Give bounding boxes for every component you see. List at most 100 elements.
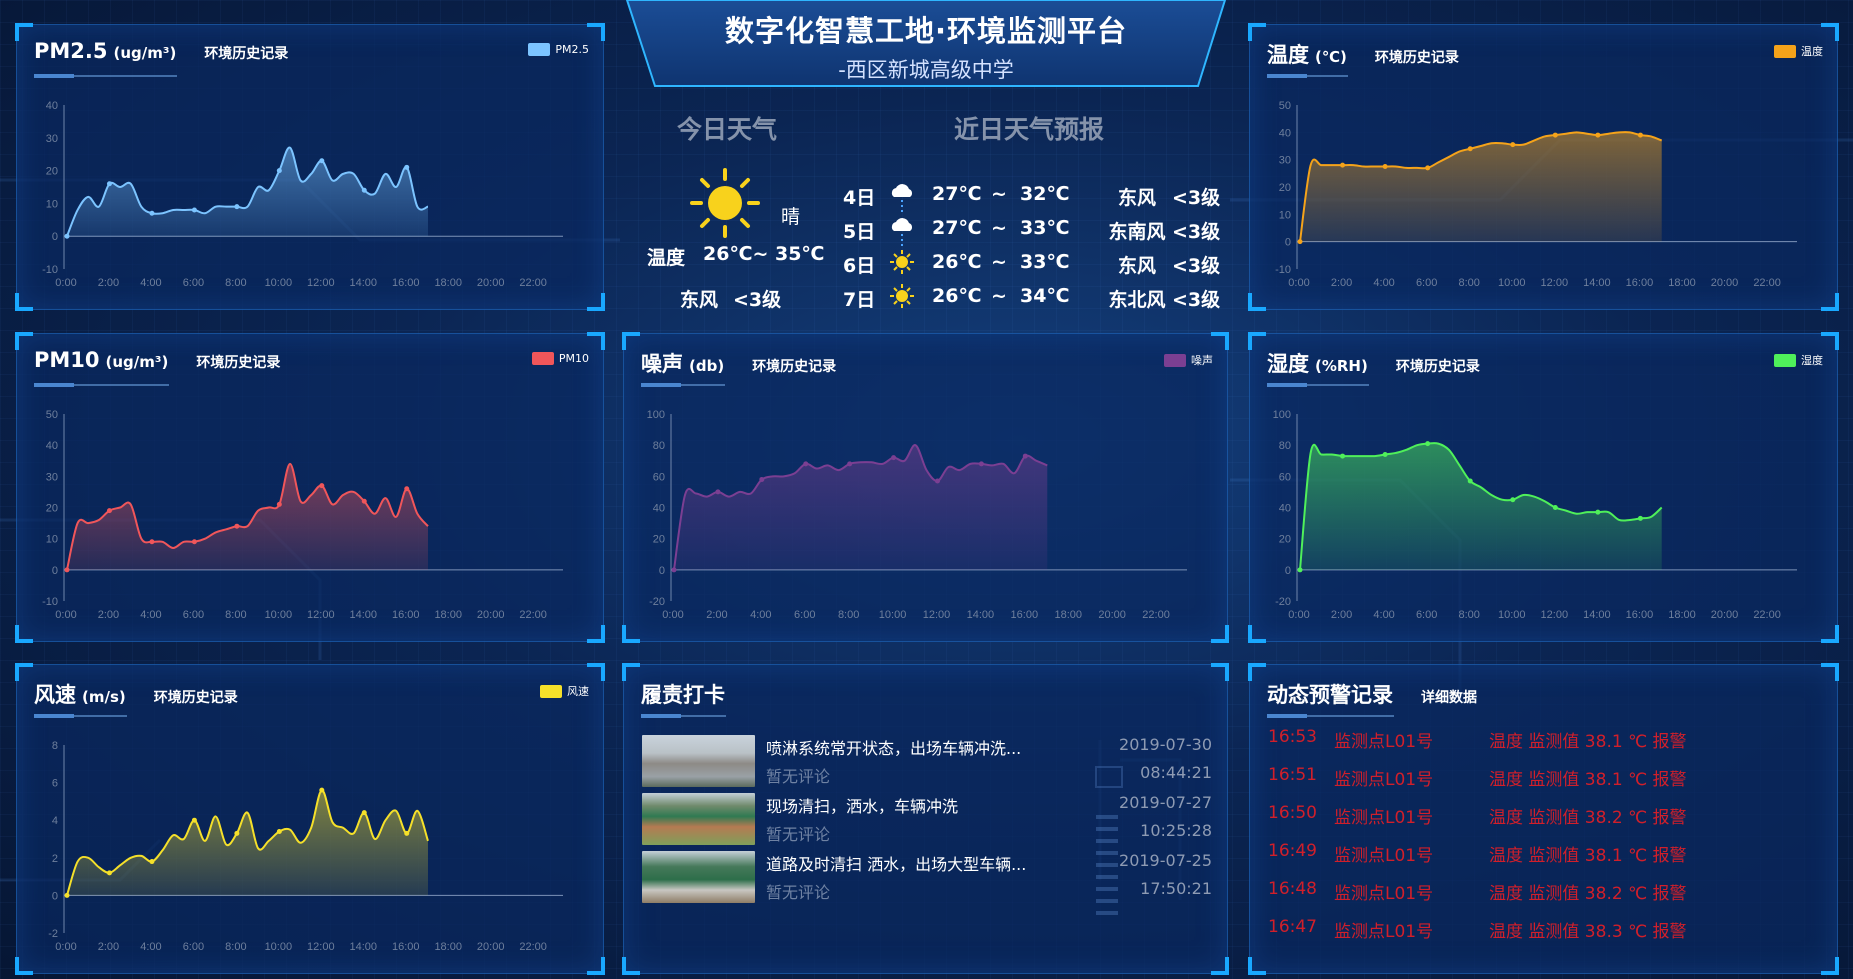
data-point[interactable] [759, 476, 765, 482]
legend[interactable]: 风速 [540, 683, 589, 699]
history-record-link[interactable]: 环境历史记录 [1374, 50, 1459, 66]
data-point[interactable] [149, 210, 155, 216]
data-point[interactable] [234, 204, 240, 210]
data-point[interactable] [149, 859, 155, 865]
data-point[interactable] [1340, 453, 1346, 459]
y-tick-label: 60 [1279, 471, 1291, 483]
x-tick-label: 16:00 [1011, 609, 1039, 621]
x-tick-label: 4:00 [140, 277, 161, 289]
x-tick-label: 0:00 [55, 941, 76, 953]
sun-icon [889, 283, 915, 314]
data-point[interactable] [361, 810, 367, 816]
data-point[interactable] [1297, 567, 1303, 573]
checkin-item[interactable]: 道路及时清扫 洒水，出场大型车辆... 暂无评论 2019-07-25 17:5… [642, 851, 1212, 907]
checkin-item[interactable]: 现场清扫，洒水，车辆冲洗 暂无评论 2019-07-27 10:25:28 [642, 793, 1212, 849]
checkin-title-text: 现场清扫，洒水，车辆冲洗 [766, 797, 959, 816]
legend[interactable]: 噪声 [1164, 352, 1213, 368]
panel-unit: (ug/m³) [113, 44, 177, 62]
x-tick-label: 22:00 [519, 277, 547, 289]
data-point[interactable] [1467, 478, 1473, 484]
chart-hum: 100 80 60 40 20 0 -200:00 2:00 4:00 6:00 8:00 10:00… [1273, 409, 1797, 621]
history-record-link[interactable]: 环境历史记录 [1395, 359, 1480, 375]
data-point[interactable] [234, 830, 240, 836]
checkin-title-text: 喷淋系统常开状态，出场车辆冲洗... [766, 739, 1022, 758]
data-point[interactable] [64, 233, 70, 239]
data-point[interactable] [891, 455, 897, 461]
data-point[interactable] [1510, 142, 1516, 148]
history-record-link[interactable]: 环境历史记录 [204, 46, 289, 62]
data-point[interactable] [404, 486, 410, 492]
legend-label: PM2.5 [555, 43, 589, 56]
data-point[interactable] [319, 158, 325, 164]
data-point[interactable] [64, 567, 70, 573]
data-point[interactable] [1022, 453, 1028, 459]
data-point[interactable] [1510, 497, 1516, 503]
history-record-link[interactable]: 环境历史记录 [196, 355, 281, 371]
checkin-photo[interactable] [642, 735, 755, 787]
data-point[interactable] [1425, 441, 1431, 447]
data-point[interactable] [1382, 164, 1388, 169]
history-record-link[interactable]: 环境历史记录 [752, 359, 837, 375]
data-point[interactable] [1297, 239, 1303, 245]
data-point[interactable] [361, 498, 367, 504]
alarm-row: 16:48 监测点L01号 温度 监测值 38.2 ℃ 报警 [1268, 879, 1808, 904]
data-point[interactable] [803, 461, 809, 467]
data-point[interactable] [319, 483, 325, 489]
legend[interactable]: PM2.5 [528, 43, 589, 56]
title-underline [641, 383, 726, 387]
data-point[interactable] [404, 164, 410, 170]
data-point[interactable] [1552, 505, 1558, 510]
data-point[interactable] [847, 461, 853, 467]
data-point[interactable] [1340, 162, 1346, 168]
data-point[interactable] [191, 207, 197, 213]
data-point[interactable] [276, 501, 282, 507]
checkin-panel: 履责打卡 喷淋系统常开状态，出场车辆冲洗... 暂无评论 2019-07-30 … [622, 663, 1229, 975]
legend[interactable]: 温度 [1774, 43, 1823, 59]
alarm-message: 温度 监测值 38.1 ℃ 报警 [1489, 770, 1687, 790]
checkin-photo[interactable] [642, 793, 755, 845]
data-point[interactable] [1595, 509, 1601, 515]
data-point[interactable] [934, 478, 940, 484]
x-tick-label: 0:00 [662, 609, 683, 621]
data-point[interactable] [671, 567, 677, 573]
alarm-row: 16:51 监测点L01号 温度 监测值 38.1 ℃ 报警 [1268, 765, 1808, 790]
data-point[interactable] [361, 187, 367, 193]
y-tick-label: 20 [653, 534, 665, 546]
legend[interactable]: 湿度 [1774, 352, 1823, 368]
data-point[interactable] [1552, 132, 1558, 138]
y-tick-label: 30 [46, 133, 58, 145]
data-point[interactable] [276, 828, 282, 834]
data-point[interactable] [234, 523, 240, 529]
alarm-point: 监测点L01号 [1334, 922, 1434, 942]
x-tick-label: 4:00 [750, 609, 771, 621]
x-tick-label: 4:00 [1373, 609, 1394, 621]
data-point[interactable] [1467, 146, 1473, 152]
sun-icon [889, 249, 915, 280]
y-tick-label: -10 [1275, 264, 1291, 276]
data-point[interactable] [106, 870, 112, 876]
data-point[interactable] [1637, 515, 1643, 521]
alarm-time: 16:53 [1268, 727, 1317, 747]
data-point[interactable] [319, 787, 325, 793]
data-point[interactable] [1595, 132, 1601, 138]
data-point[interactable] [978, 461, 984, 467]
data-point[interactable] [404, 830, 410, 836]
x-tick-label: 8:00 [1459, 609, 1480, 621]
checkin-photo[interactable] [642, 851, 755, 903]
checkin-item[interactable]: 喷淋系统常开状态，出场车辆冲洗... 暂无评论 2019-07-30 08:44… [642, 735, 1212, 791]
history-record-link[interactable]: 环境历史记录 [153, 690, 238, 706]
data-point[interactable] [1425, 165, 1431, 171]
data-point[interactable] [1637, 132, 1643, 138]
data-point[interactable] [64, 892, 70, 898]
data-point[interactable] [191, 817, 197, 823]
data-point[interactable] [1382, 452, 1388, 458]
data-point[interactable] [191, 539, 197, 545]
data-point[interactable] [106, 181, 112, 187]
data-point[interactable] [276, 168, 282, 174]
detail-data-link[interactable]: 详细数据 [1421, 690, 1477, 706]
legend-swatch [531, 352, 554, 365]
data-point[interactable] [715, 489, 721, 495]
data-point[interactable] [149, 539, 155, 545]
data-point[interactable] [106, 508, 112, 514]
legend[interactable]: PM10 [531, 352, 589, 365]
